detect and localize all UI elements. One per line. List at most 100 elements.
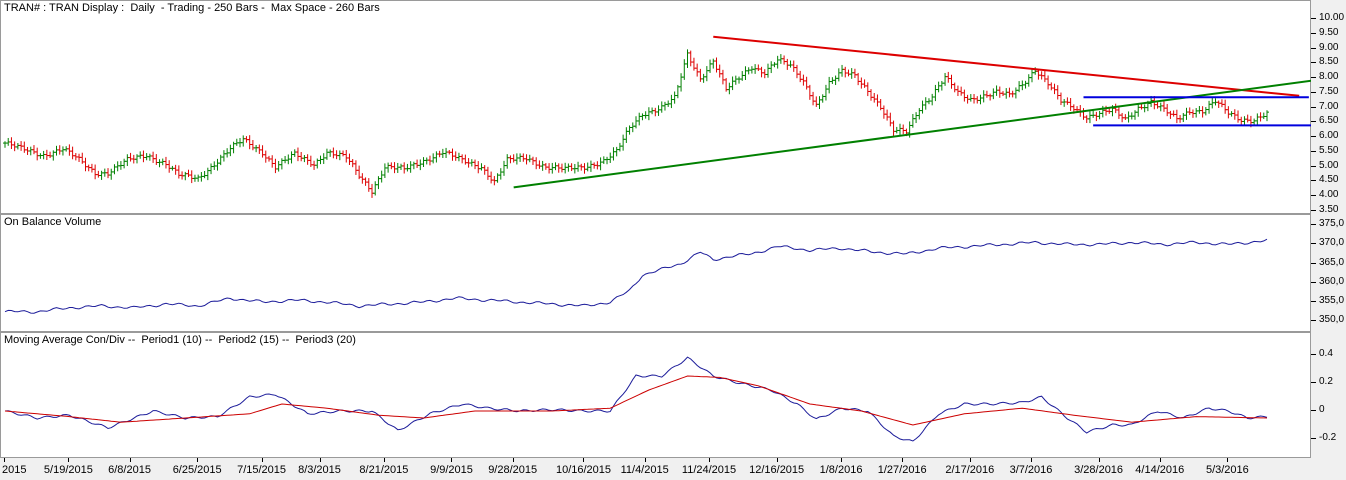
price-bar — [1223, 99, 1228, 114]
price-bar — [540, 160, 545, 171]
price-panel[interactable]: TRAN# : TRAN Display : Daily - Trading -… — [0, 0, 1312, 214]
obv-y-tick-label: 355,0 — [1319, 295, 1345, 307]
price-bar — [997, 86, 1002, 98]
price-bar — [547, 163, 552, 174]
date-tick-label: 2015 — [2, 464, 27, 476]
obv-y-axis: 375,0 370,0 365,0 360,0 355,0 350,0 — [1311, 214, 1346, 332]
price-bar — [852, 68, 857, 79]
obv-panel[interactable]: On Balance Volume — [0, 214, 1311, 332]
price-bar — [930, 93, 935, 106]
price-bar — [405, 163, 410, 172]
price-bar — [289, 151, 294, 164]
price-y-tick-mark — [1311, 106, 1316, 108]
price-y-tick-mark — [1311, 165, 1316, 167]
price-bar — [949, 74, 954, 89]
price-y-tick-label: 9.00 — [1319, 41, 1339, 53]
price-bar — [662, 101, 667, 111]
price-bar — [756, 64, 761, 71]
date-tick-mark — [451, 458, 453, 462]
date-tick-label: 8/3/2015 — [298, 464, 341, 476]
price-bar — [241, 135, 246, 147]
obv-y-tick-label: 350,0 — [1319, 314, 1345, 326]
price-bar — [402, 162, 407, 174]
price-bar — [1058, 92, 1063, 106]
date-tick-mark — [261, 458, 263, 462]
price-bar — [569, 163, 574, 172]
obv-y-tick-label: 370,0 — [1319, 237, 1345, 249]
price-bar — [250, 140, 255, 151]
price-bar — [624, 127, 629, 143]
price-y-tick-label: 7.00 — [1319, 100, 1339, 112]
price-bar — [743, 66, 748, 81]
price-bar — [978, 94, 983, 105]
price-bar — [559, 163, 564, 173]
macd-panel-title: Moving Average Con/Div -- Period1 (10) -… — [4, 334, 356, 346]
date-axis: 2015 5/19/2015 6/8/2015 6/25/2015 7/15/2015 8… — [0, 458, 1346, 480]
price-bar — [1013, 87, 1018, 99]
price-bar — [862, 79, 867, 88]
price-bar — [746, 67, 751, 75]
price-bar — [749, 66, 754, 74]
price-bar — [917, 108, 922, 120]
price-bar — [434, 151, 439, 163]
price-bar — [1232, 109, 1237, 120]
price-bar — [93, 164, 98, 180]
price-bar — [901, 124, 906, 135]
price-y-tick-label: 4.50 — [1319, 174, 1339, 186]
price-bar — [1055, 85, 1060, 100]
price-bar — [398, 163, 403, 170]
price-bar — [1158, 102, 1163, 112]
date-tick-mark — [583, 458, 585, 462]
macd-y-tick-mark — [1311, 438, 1316, 439]
price-bar — [1174, 109, 1179, 124]
price-bar — [534, 157, 539, 170]
price-y-axis: 10.00 9.50 9.00 8.50 8.00 7.50 7.00 6.50 6.00 5.5… — [1311, 0, 1346, 215]
price-bar — [1265, 110, 1269, 122]
price-bar — [109, 168, 114, 180]
price-bar — [975, 96, 980, 104]
date-tick-mark — [709, 458, 711, 462]
date-tick-mark — [776, 458, 778, 462]
price-bar — [1026, 74, 1031, 87]
macd-panel[interactable]: Moving Average Con/Div -- Period1 (10) -… — [0, 332, 1311, 458]
price-bar — [186, 169, 191, 178]
date-tick-mark — [68, 458, 70, 462]
price-bar — [769, 61, 774, 74]
price-bar — [431, 153, 436, 164]
price-bar — [614, 146, 619, 157]
price-bar — [1097, 110, 1102, 120]
price-bar — [865, 82, 870, 97]
date-tick-mark — [197, 458, 199, 462]
obv-y-tick-mark — [1311, 262, 1316, 264]
price-y-tick-label: 4.00 — [1319, 189, 1339, 201]
date-tick-mark — [841, 458, 843, 462]
price-bar — [234, 138, 239, 146]
price-bar — [1194, 108, 1199, 118]
price-bar — [563, 162, 568, 174]
price-bar — [295, 147, 300, 162]
price-bar — [54, 145, 59, 156]
price-bar — [630, 122, 635, 133]
price-bar — [389, 162, 394, 170]
price-bar — [353, 160, 358, 175]
price-bar — [502, 160, 507, 176]
price-bar — [708, 59, 713, 73]
obv-y-tick-label: 360,0 — [1319, 275, 1345, 287]
price-bar — [740, 71, 745, 81]
price-bar — [283, 155, 288, 164]
date-tick-label: 1/8/2016 — [819, 464, 863, 476]
price-bar — [167, 160, 172, 173]
price-bar — [1165, 104, 1170, 117]
price-bar — [817, 96, 822, 110]
price-bar — [1236, 110, 1241, 123]
price-bar — [543, 163, 548, 170]
price-bar — [28, 146, 33, 156]
price-bar — [370, 183, 375, 198]
price-y-tick-mark — [1311, 136, 1316, 138]
macd-chart — [4, 356, 1268, 442]
price-bar — [791, 60, 796, 72]
price-bar — [1245, 114, 1250, 123]
price-bar — [946, 71, 951, 83]
price-bar — [41, 150, 46, 160]
price-bar — [659, 101, 664, 113]
